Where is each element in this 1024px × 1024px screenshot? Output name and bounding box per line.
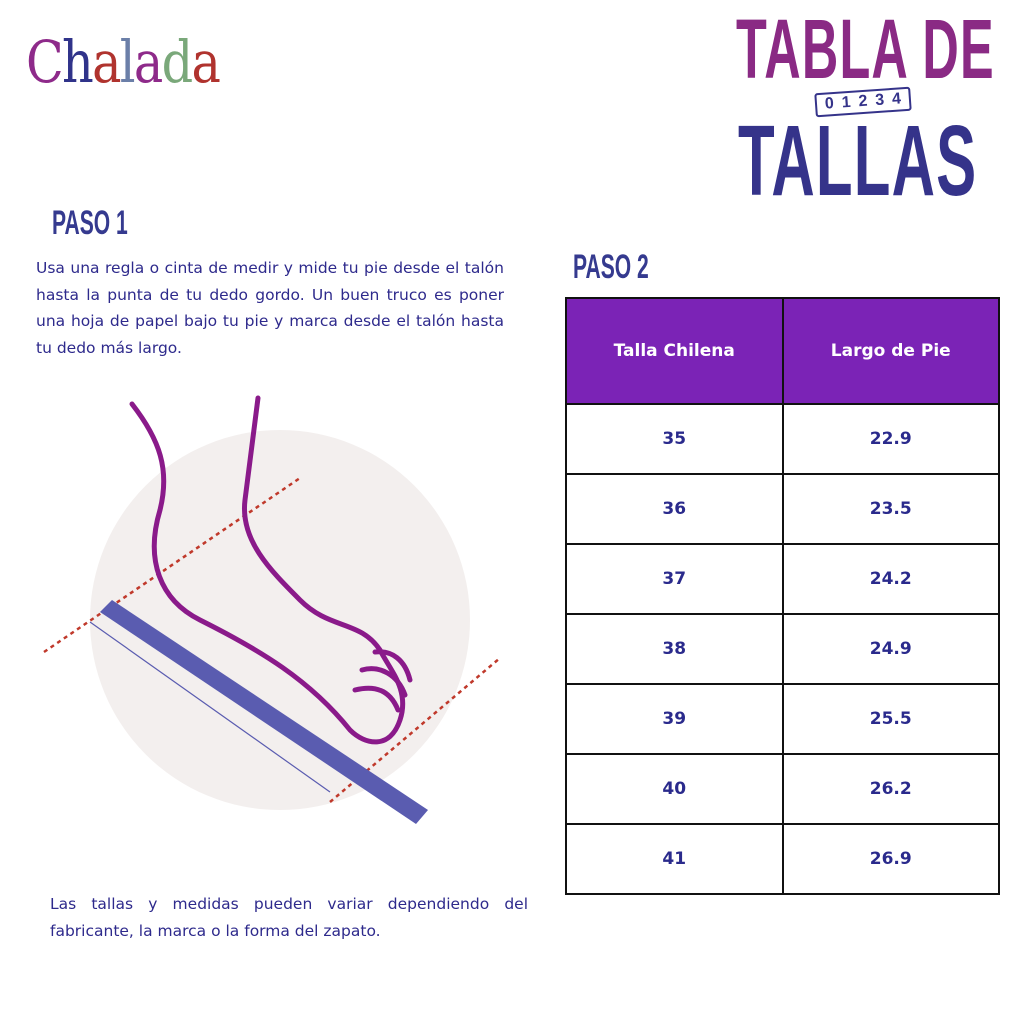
toes xyxy=(352,649,413,713)
foot-measure-illustration xyxy=(43,395,501,824)
size-table: Talla Chilena Largo de Pie 35 22.9 36 23.5… xyxy=(565,297,1000,895)
table-row: 38 24.9 xyxy=(565,613,1000,685)
chalada-logo: Chalada xyxy=(26,28,221,96)
ruler-icon xyxy=(100,600,428,824)
step2-heading: PASO 2 xyxy=(573,248,649,286)
header-talla: Talla Chilena xyxy=(565,297,784,405)
disclaimer-note: Las tallas y medidas pueden variar depen… xyxy=(50,895,528,940)
heel-guide-line xyxy=(43,476,301,654)
title-line2: TALLAS xyxy=(738,105,978,217)
toe-guide-line xyxy=(329,657,501,803)
table-header-row: Talla Chilena Largo de Pie xyxy=(565,297,1000,405)
title-line1: TABLA DE xyxy=(736,2,995,96)
table-row: 40 26.2 xyxy=(565,753,1000,825)
step1-heading: PASO 1 xyxy=(52,204,128,242)
background-circle xyxy=(90,430,470,810)
table-row: 35 22.9 xyxy=(565,403,1000,475)
table-row: 41 26.9 xyxy=(565,823,1000,895)
table-row: 36 23.5 xyxy=(565,473,1000,545)
table-row: 39 25.5 xyxy=(565,683,1000,755)
step1-text: Usa una regla o cinta de medir y mide tu… xyxy=(36,259,504,357)
header-largo: Largo de Pie xyxy=(781,297,1000,405)
foot-outline xyxy=(129,395,406,745)
measure-arrow xyxy=(89,621,331,793)
table-row: 37 24.2 xyxy=(565,543,1000,615)
